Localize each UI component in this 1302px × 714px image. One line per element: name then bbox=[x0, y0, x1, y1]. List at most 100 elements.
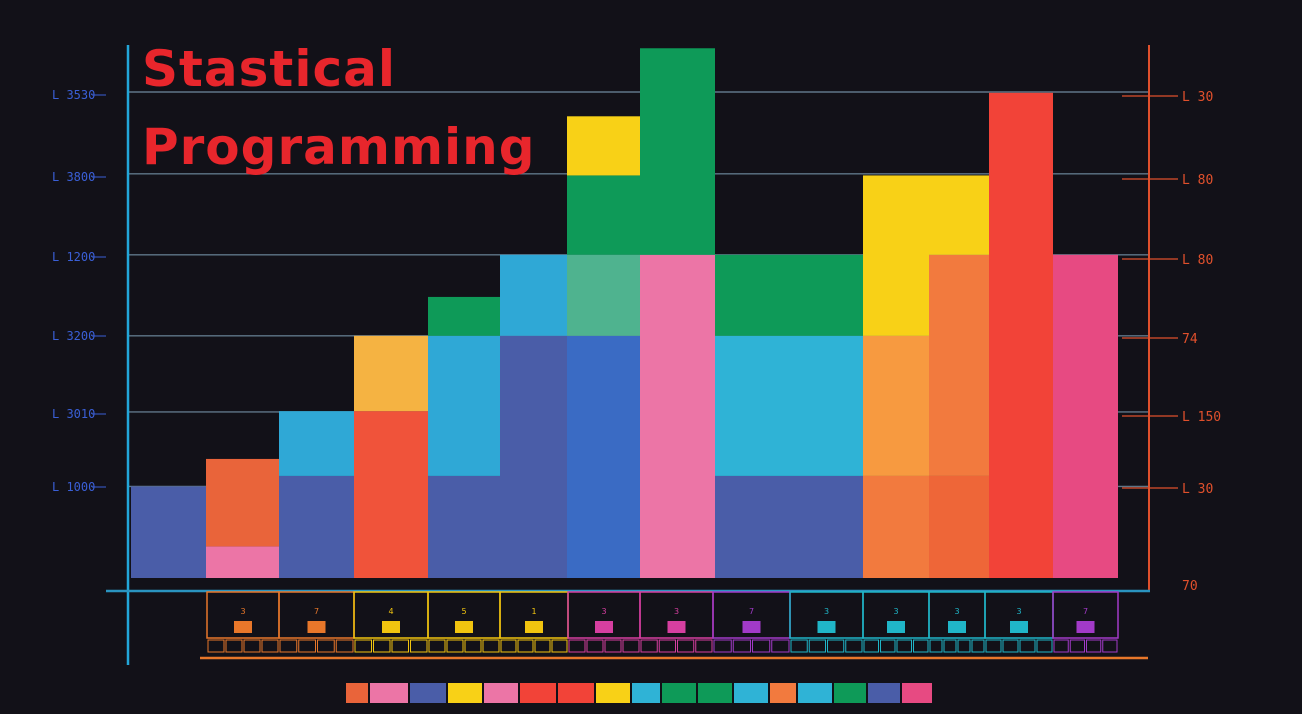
chart-title-line2: Programming bbox=[142, 118, 536, 176]
bar-segment bbox=[567, 175, 640, 255]
category-cell bbox=[1036, 639, 1053, 653]
category-cell bbox=[446, 639, 464, 653]
category-label: 3 bbox=[893, 607, 898, 616]
bar-segment bbox=[640, 48, 715, 255]
legend-swatch bbox=[902, 683, 932, 703]
category-cell bbox=[225, 639, 243, 653]
category-cell bbox=[568, 639, 586, 653]
bar-segment bbox=[279, 475, 354, 578]
category-label: 3 bbox=[674, 607, 679, 616]
legend-swatch bbox=[770, 683, 796, 703]
category-boxes: 3 7 4 5 1 3 3 7 3 3 3 3 7 bbox=[200, 591, 1148, 660]
right-tick-label: L 80 bbox=[1182, 253, 1213, 268]
right-tick-label: L 30 bbox=[1182, 482, 1213, 497]
category-marker bbox=[742, 621, 761, 633]
category-cell bbox=[604, 639, 622, 653]
category-marker bbox=[817, 621, 836, 633]
legend-swatch bbox=[370, 683, 408, 703]
legend-swatch bbox=[662, 683, 696, 703]
bar-segment bbox=[929, 475, 989, 578]
left-tick-label: L 3200 bbox=[52, 329, 95, 343]
category-marker bbox=[948, 621, 966, 633]
bar-segment bbox=[428, 475, 500, 578]
category-cell bbox=[534, 639, 551, 653]
category-cell bbox=[551, 639, 568, 653]
bar-segment bbox=[567, 116, 640, 176]
bar-segment bbox=[863, 475, 929, 578]
category-label: 3 bbox=[824, 607, 829, 616]
right-tick-label: 74 bbox=[1182, 332, 1198, 347]
category-label: 4 bbox=[388, 607, 393, 616]
left-tick-label: L 1000 bbox=[52, 480, 95, 494]
bars bbox=[131, 48, 1118, 578]
category-marker bbox=[234, 621, 252, 633]
bar-segment bbox=[354, 411, 428, 578]
category-cell bbox=[428, 639, 446, 653]
bar-segment bbox=[863, 175, 929, 336]
chart-title-line1: Stastical bbox=[142, 40, 396, 98]
category-cell bbox=[279, 639, 298, 653]
category-marker bbox=[1076, 621, 1095, 633]
category-cell bbox=[913, 639, 929, 653]
category-cell bbox=[971, 639, 985, 653]
category-cell bbox=[827, 639, 845, 653]
category-cell bbox=[298, 639, 316, 653]
category-label: 7 bbox=[749, 607, 754, 616]
bar-segment bbox=[567, 254, 640, 336]
category-marker bbox=[525, 621, 543, 633]
legend-swatch bbox=[484, 683, 518, 703]
left-tick-label: L 1200 bbox=[52, 250, 95, 264]
bar-segment bbox=[1053, 254, 1118, 578]
category-cell bbox=[790, 639, 808, 653]
category-label: 5 bbox=[461, 607, 466, 616]
category-cell bbox=[957, 639, 971, 653]
bar-segment bbox=[929, 175, 989, 255]
bar-segment bbox=[279, 411, 354, 476]
bar-segment bbox=[131, 486, 206, 578]
left-tick-label: L 3010 bbox=[52, 407, 95, 421]
bar-segment bbox=[500, 254, 567, 336]
category-cell bbox=[317, 639, 335, 653]
category-cell bbox=[929, 639, 943, 653]
category-label: 3 bbox=[1016, 607, 1021, 616]
category-cell bbox=[808, 639, 826, 653]
category-label: 3 bbox=[601, 607, 606, 616]
bar-segment bbox=[428, 335, 500, 476]
category-label: 7 bbox=[1083, 607, 1088, 616]
category-marker bbox=[595, 621, 613, 633]
category-cell bbox=[622, 639, 640, 653]
left-tick-label: L 3800 bbox=[52, 170, 95, 184]
legend-swatch bbox=[868, 683, 900, 703]
legend-swatch bbox=[596, 683, 630, 703]
legend-swatch bbox=[448, 683, 482, 703]
left-tick-label: L 3530 bbox=[52, 88, 95, 102]
legend-swatch bbox=[734, 683, 768, 703]
legend-swatch bbox=[558, 683, 594, 703]
legend-swatch bbox=[834, 683, 866, 703]
category-cell bbox=[354, 639, 372, 653]
category-cell bbox=[373, 639, 391, 653]
category-cell bbox=[677, 639, 695, 653]
category-marker bbox=[887, 621, 905, 633]
bar-segment bbox=[715, 254, 863, 336]
bar-segment bbox=[567, 335, 640, 578]
category-label: 1 bbox=[531, 607, 536, 616]
bar-segment bbox=[715, 335, 863, 476]
category-cell bbox=[500, 639, 517, 653]
category-cell bbox=[482, 639, 500, 653]
legend-swatch bbox=[632, 683, 660, 703]
bar-segment bbox=[715, 475, 863, 578]
category-label: 3 bbox=[954, 607, 959, 616]
legend-swatch bbox=[410, 683, 446, 703]
category-marker bbox=[307, 621, 326, 633]
legend-swatch bbox=[520, 683, 556, 703]
category-cell bbox=[586, 639, 604, 653]
bar-segment bbox=[500, 335, 567, 578]
right-tick-label: L 30 bbox=[1182, 90, 1213, 105]
category-cell bbox=[1069, 639, 1085, 653]
category-cell bbox=[880, 639, 896, 653]
legend-swatches bbox=[346, 683, 932, 703]
legend-swatch bbox=[346, 683, 368, 703]
category-cell bbox=[771, 639, 790, 653]
